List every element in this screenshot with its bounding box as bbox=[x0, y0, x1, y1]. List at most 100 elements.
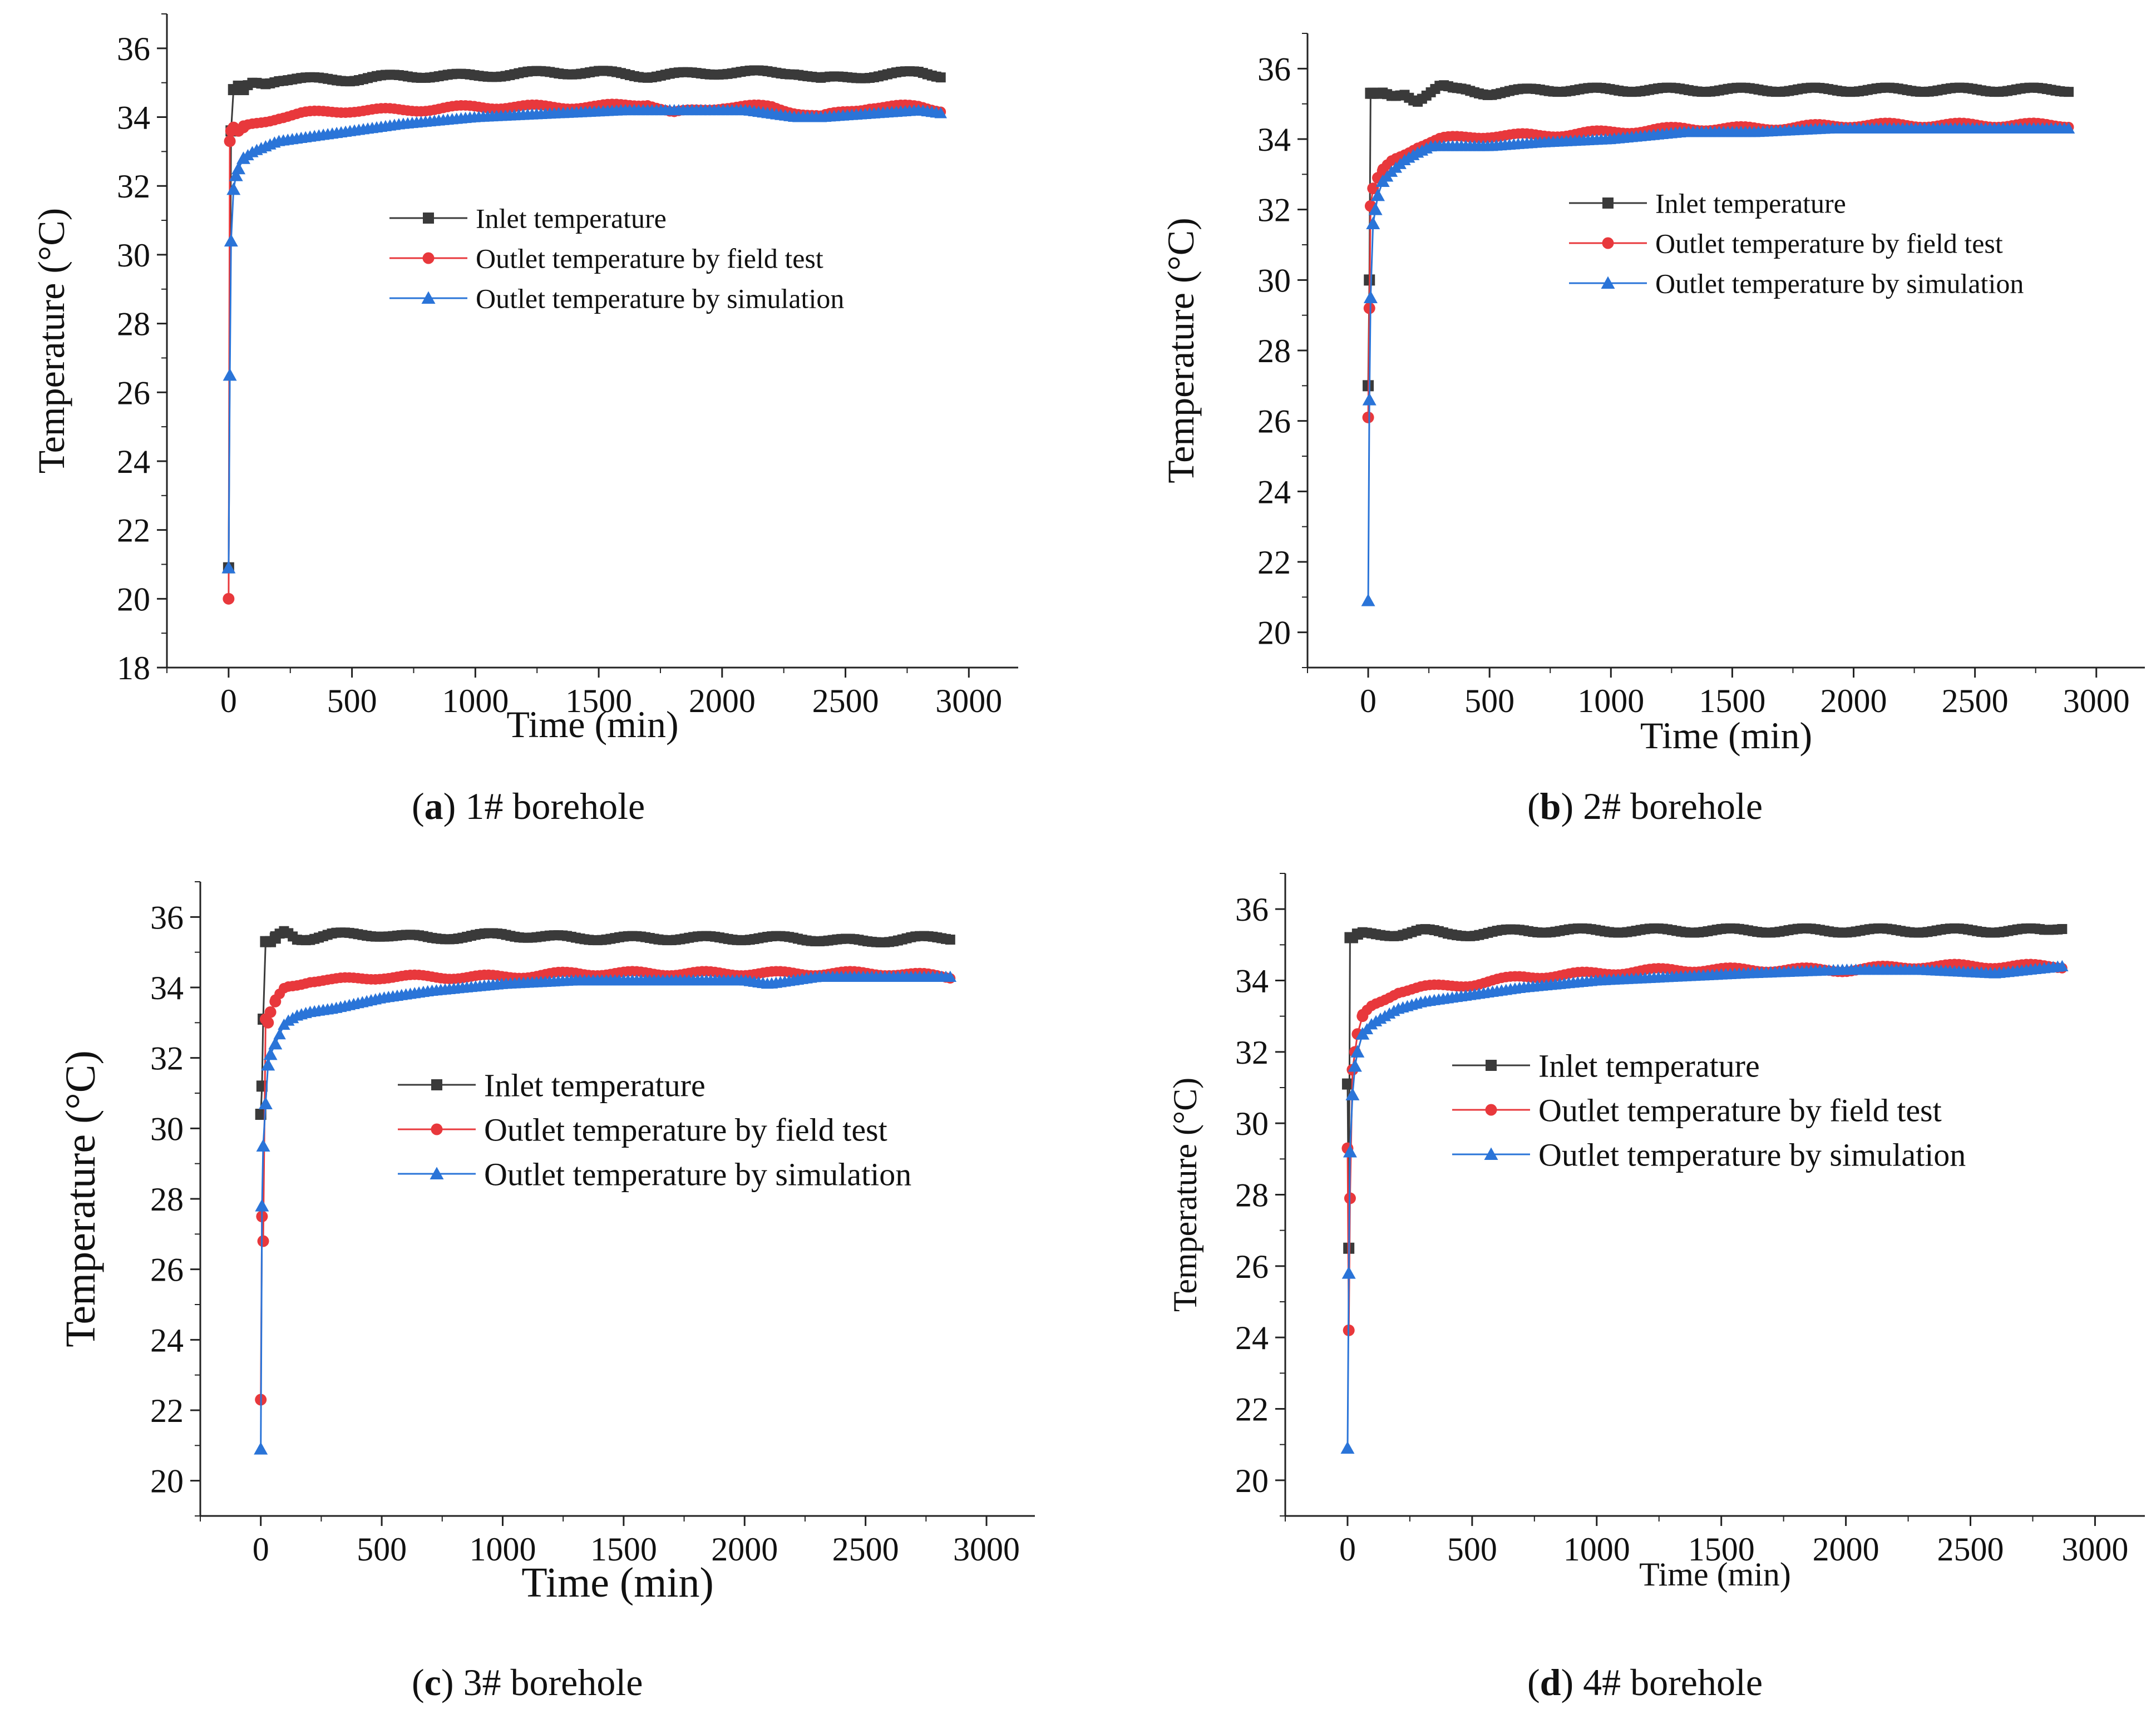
y-tick-label: 18 bbox=[117, 650, 150, 686]
legend-label-sim: Outlet temperature by simulation bbox=[1655, 268, 2024, 299]
legend-marker-inlet bbox=[1486, 1060, 1497, 1071]
y-tick-label: 32 bbox=[1235, 1034, 1269, 1071]
x-tick-label: 0 bbox=[220, 683, 237, 719]
legend: Inlet temperature Outlet temperature by f… bbox=[1569, 188, 2024, 299]
legend-marker-field bbox=[1485, 1104, 1497, 1116]
y-tick-label: 28 bbox=[117, 306, 150, 343]
y-tick-label: 34 bbox=[1235, 963, 1269, 1000]
series-line-sim bbox=[228, 109, 945, 568]
y-tick-label: 26 bbox=[1257, 403, 1291, 440]
data-point-field bbox=[224, 135, 236, 147]
series-sim bbox=[1361, 122, 2075, 606]
data-point-sim bbox=[1363, 290, 1378, 303]
y-tick-label: 34 bbox=[150, 970, 184, 1006]
y-axis-label: Temperature (°C) bbox=[30, 208, 72, 473]
y-tick-label: 32 bbox=[1257, 192, 1291, 229]
legend-label-field: Outlet temperature by field test bbox=[1538, 1092, 1942, 1128]
x-tick-label: 2500 bbox=[832, 1531, 899, 1568]
x-tick-label: 1500 bbox=[1688, 1531, 1755, 1568]
legend-label-field: Outlet temperature by field test bbox=[476, 243, 823, 274]
x-tick-label: 1000 bbox=[1563, 1531, 1630, 1568]
data-point-sim bbox=[2056, 960, 2069, 971]
y-tick-label: 30 bbox=[1257, 262, 1291, 299]
y-tick-label: 30 bbox=[1235, 1105, 1269, 1142]
x-tick-label: 1500 bbox=[565, 683, 632, 719]
series-line-sim bbox=[1346, 965, 2063, 1449]
data-point-sim bbox=[261, 1058, 275, 1071]
x-tick-label: 2500 bbox=[1937, 1531, 2004, 1568]
legend-marker-field bbox=[1602, 237, 1614, 249]
data-point-sim bbox=[1371, 188, 1385, 201]
y-tick-label: 22 bbox=[1235, 1391, 1269, 1428]
series-inlet bbox=[1363, 80, 2074, 392]
y-tick-label: 22 bbox=[150, 1392, 184, 1429]
series-inlet bbox=[255, 926, 955, 1120]
data-point-sim bbox=[2062, 122, 2075, 134]
caption-a-text: 1# borehole bbox=[465, 785, 645, 827]
legend: Inlet temperature Outlet temperature by f… bbox=[1452, 1048, 1966, 1173]
data-point-sim bbox=[1361, 594, 1375, 606]
x-tick-label: 1000 bbox=[469, 1531, 536, 1568]
x-tick-label: 0 bbox=[1339, 1531, 1356, 1568]
legend-label-field: Outlet temperature by field test bbox=[484, 1112, 887, 1148]
legend-marker-inlet bbox=[423, 213, 434, 224]
x-tick-label: 3000 bbox=[2063, 683, 2130, 719]
data-point-sim bbox=[1368, 202, 1383, 215]
data-point-inlet bbox=[945, 935, 955, 945]
caption-a: (a) 1# borehole bbox=[412, 785, 645, 827]
y-tick-label: 28 bbox=[1235, 1177, 1269, 1214]
legend-label-sim: Outlet temperature by simulation bbox=[476, 283, 844, 314]
data-point-inlet bbox=[2057, 923, 2068, 934]
data-point-sim bbox=[258, 1096, 273, 1109]
x-tick-label: 2000 bbox=[689, 683, 756, 719]
legend-label-inlet: Inlet temperature bbox=[484, 1067, 705, 1103]
legend-marker-field bbox=[422, 252, 435, 264]
caption-b-text: 2# borehole bbox=[1583, 785, 1763, 827]
series-sim bbox=[221, 103, 947, 574]
series-line-sim bbox=[260, 976, 950, 1449]
data-point-field bbox=[1363, 302, 1375, 314]
legend-label-sim: Outlet temperature by simulation bbox=[484, 1156, 911, 1192]
data-point-field bbox=[223, 592, 235, 605]
y-tick-label: 20 bbox=[117, 581, 150, 618]
caption-d-tag: d bbox=[1540, 1661, 1561, 1703]
x-axis-label: Time (min) bbox=[506, 703, 678, 745]
legend: Inlet temperature Outlet temperature by f… bbox=[398, 1067, 911, 1192]
x-tick-label: 3000 bbox=[953, 1531, 1020, 1568]
y-tick-label: 26 bbox=[150, 1252, 184, 1288]
data-point-sim bbox=[224, 234, 238, 247]
x-tick-label: 2000 bbox=[1813, 1531, 1879, 1568]
legend-marker-inlet bbox=[1602, 197, 1614, 209]
x-tick-label: 3000 bbox=[935, 683, 1002, 719]
data-point-field bbox=[264, 1006, 277, 1018]
y-tick-label: 26 bbox=[117, 374, 150, 411]
series-line-inlet bbox=[228, 71, 945, 568]
legend-label-field: Outlet temperature by field test bbox=[1655, 228, 2003, 259]
x-tick-label: 1000 bbox=[442, 683, 509, 719]
x-tick-label: 0 bbox=[253, 1531, 269, 1568]
y-tick-label: 34 bbox=[1257, 121, 1291, 158]
y-tick-label: 24 bbox=[1235, 1320, 1269, 1356]
data-point-field bbox=[257, 1235, 269, 1247]
data-point-inlet bbox=[255, 1109, 267, 1120]
y-tick-label: 36 bbox=[150, 899, 184, 936]
legend-label-inlet: Inlet temperature bbox=[1538, 1048, 1760, 1084]
panel-d-chart: 0 500 1000 1500 2000 2500 3000 20 22 24 26 28 30 32 34… bbox=[1167, 873, 2145, 1593]
x-axis-label: Time (min) bbox=[521, 1559, 714, 1606]
x-tick-label: 2500 bbox=[812, 683, 879, 719]
caption-c-tag: c bbox=[424, 1661, 441, 1703]
data-point-sim bbox=[944, 970, 957, 982]
y-tick-label: 30 bbox=[150, 1110, 184, 1147]
x-axis-label: Time (min) bbox=[1640, 714, 1812, 757]
x-tick-label: 500 bbox=[327, 683, 377, 719]
data-point-field bbox=[1362, 411, 1374, 423]
y-tick-label: 36 bbox=[1257, 51, 1291, 87]
data-point-sim bbox=[229, 169, 243, 181]
panel-b-chart: 0 500 1000 1500 2000 2500 3000 20 22 24 26 28 30 32 34… bbox=[1160, 33, 2145, 757]
data-point-sim bbox=[256, 1139, 270, 1152]
data-point-sim bbox=[1366, 216, 1380, 229]
x-tick-label: 3000 bbox=[2061, 1531, 2128, 1568]
y-tick-label: 20 bbox=[150, 1463, 184, 1500]
data-point-sim bbox=[231, 161, 246, 175]
legend-label-inlet: Inlet temperature bbox=[1655, 188, 1846, 219]
